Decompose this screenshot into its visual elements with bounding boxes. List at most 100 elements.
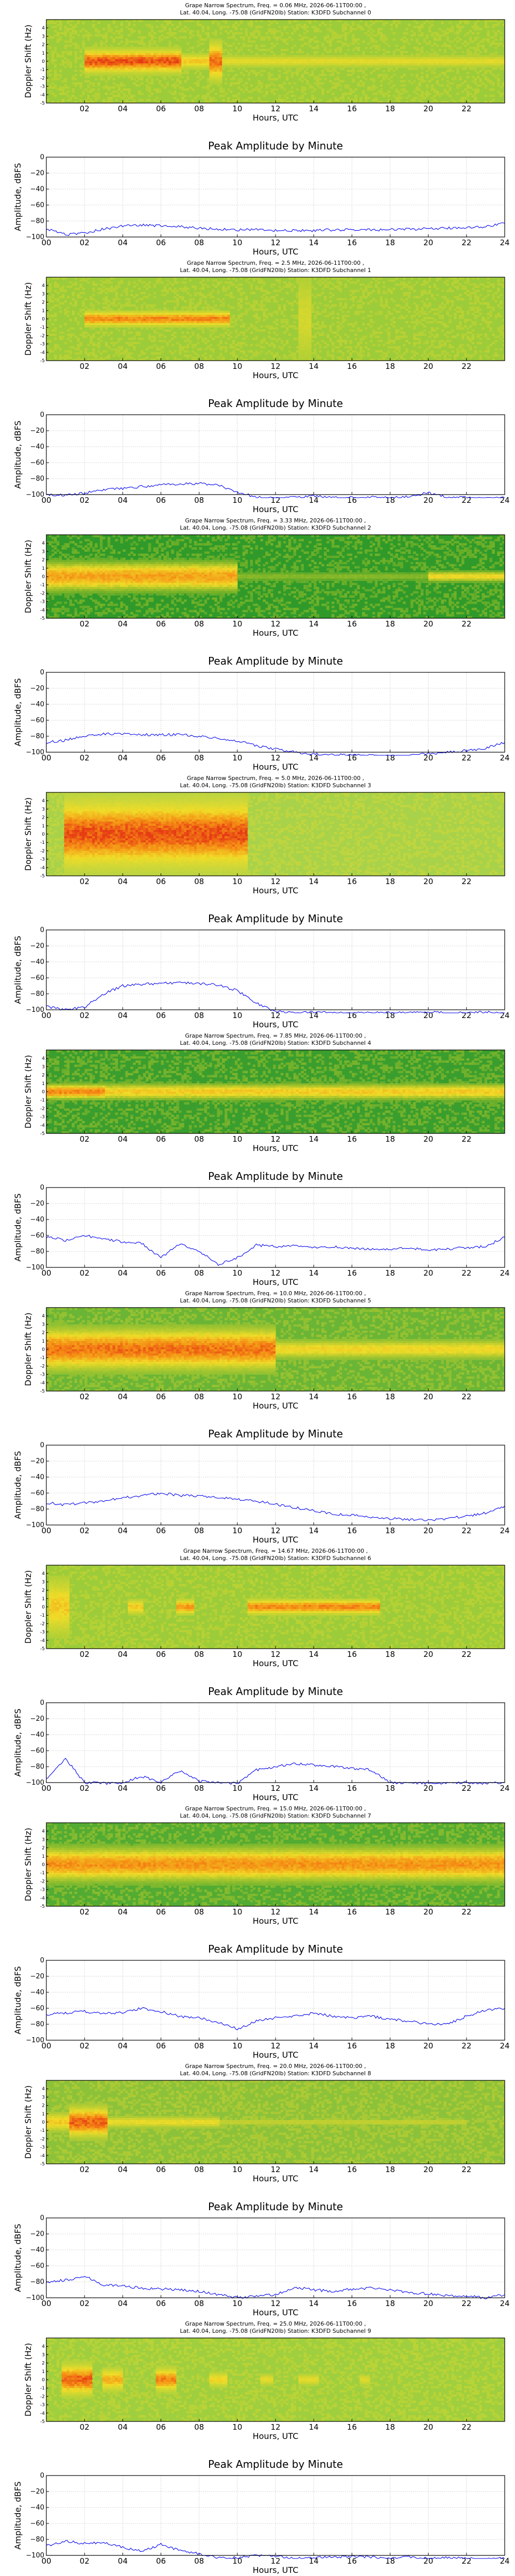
spectrum-cell (314, 65, 317, 68)
spectrum-cell (156, 63, 159, 66)
spectrum-cell (105, 72, 108, 74)
spectrum-cell (421, 61, 424, 64)
spectrum-cell (390, 24, 393, 26)
spectrum-cell (92, 63, 95, 66)
spectrum-cell (92, 298, 95, 301)
spectrum-cell (120, 70, 123, 72)
spectrum-cell (472, 63, 475, 66)
spectrum-cell (204, 97, 208, 99)
spectrum-cell (110, 319, 113, 321)
spectrum-cell (110, 337, 113, 340)
spectrum-cell (383, 57, 386, 60)
spectrum-cell (459, 22, 462, 24)
spectrum-cell (52, 277, 55, 280)
spectrum-cell (192, 51, 195, 54)
spectrum-cell (299, 55, 302, 58)
spectrum-cell (372, 22, 375, 24)
spectrum-cell (253, 59, 256, 62)
spectrum-cell (110, 342, 113, 345)
spectrum-cell (151, 53, 154, 56)
spectrum-cell (189, 30, 192, 32)
spectrum-cell (345, 57, 348, 60)
spectrum-cell (64, 323, 67, 326)
spectrum-cell (416, 63, 419, 66)
spectrum-cell (194, 61, 197, 64)
spectrum-cell (171, 70, 174, 72)
spectrum-cell (316, 47, 319, 49)
spectrum-cell (426, 74, 429, 76)
spectrum-cell (133, 337, 136, 340)
spectrum-cell (74, 61, 77, 64)
spectrum-cell (100, 76, 103, 78)
spectrum-cell (441, 45, 444, 47)
spectrum-cell (192, 47, 195, 49)
spectrum-cell (403, 84, 406, 87)
spectrum-cell (64, 45, 67, 47)
spectrum-cell (57, 283, 60, 286)
spectrum-cell (265, 61, 268, 64)
spectrum-cell (138, 323, 141, 326)
spectrum-cell (380, 55, 383, 58)
spectrum-cell (492, 43, 495, 45)
spectrum-cell (117, 59, 121, 62)
spectrum-cell (117, 317, 121, 319)
spectrum-cell (459, 28, 462, 30)
spectrum-cell (204, 65, 208, 68)
spectrum-cell (260, 61, 263, 64)
spectrum-cell (263, 70, 266, 72)
spectrum-cell (108, 63, 111, 66)
spectrum-cell (117, 350, 121, 353)
spectrum-cell (141, 47, 144, 49)
spectrum-cell (108, 315, 111, 317)
spectrum-cell (454, 76, 457, 78)
spectrum-cell (227, 53, 230, 56)
spectrum-cell (497, 91, 500, 93)
spectrum-cell (248, 61, 251, 64)
spectrum-cell (115, 47, 118, 49)
spectrum-cell (84, 67, 88, 70)
spectrum-cell (171, 65, 174, 68)
spectrum-cell (232, 99, 235, 101)
spectrum-cell (383, 36, 386, 39)
spectrum-cell (308, 41, 312, 43)
spectrum-cell (90, 304, 93, 307)
spectrum-cell (329, 38, 332, 41)
spectrum-cell (243, 36, 246, 39)
spectrum-cell (92, 348, 95, 351)
spectrum-cell (125, 350, 128, 353)
spectrum-cell (301, 67, 304, 70)
spectrum-cell (90, 99, 93, 101)
spectrum-cell (482, 67, 485, 70)
spectrum-cell (273, 45, 276, 47)
spectrum-cell (90, 47, 93, 49)
spectrum-cell (217, 47, 220, 49)
spectrum-cell (113, 82, 116, 85)
spectrum-cell (148, 55, 151, 58)
spectrum-cell (90, 298, 93, 301)
spectrum-cell (151, 82, 154, 85)
spectrum-cell (90, 82, 93, 85)
spectrum-cell (156, 47, 159, 49)
spectrum-cell (423, 22, 426, 24)
spectrum-cell (324, 61, 327, 64)
spectrum-cell (105, 47, 108, 49)
spectrum-cell (192, 89, 195, 91)
spectrum-cell (372, 99, 375, 101)
spectrum-cell (189, 57, 192, 60)
spectrum-cell (474, 89, 477, 91)
spectrum-cell (245, 32, 248, 35)
spectrum-cell (278, 97, 281, 99)
spectrum-cell (454, 63, 457, 66)
spectrum-cell (349, 91, 352, 93)
spectrum-cell (49, 333, 52, 336)
spectrum-cell (316, 84, 319, 87)
spectrum-cell (192, 34, 195, 37)
spectrum-cell (59, 335, 62, 338)
spectrum-cell (110, 49, 113, 52)
spectrum-cell (135, 283, 139, 286)
spectrum-cell (87, 47, 90, 49)
spectrum-cell (90, 313, 93, 315)
spectrum-cell (314, 63, 317, 66)
spectrum-cell (92, 89, 95, 91)
spectrum-cell (367, 55, 370, 58)
